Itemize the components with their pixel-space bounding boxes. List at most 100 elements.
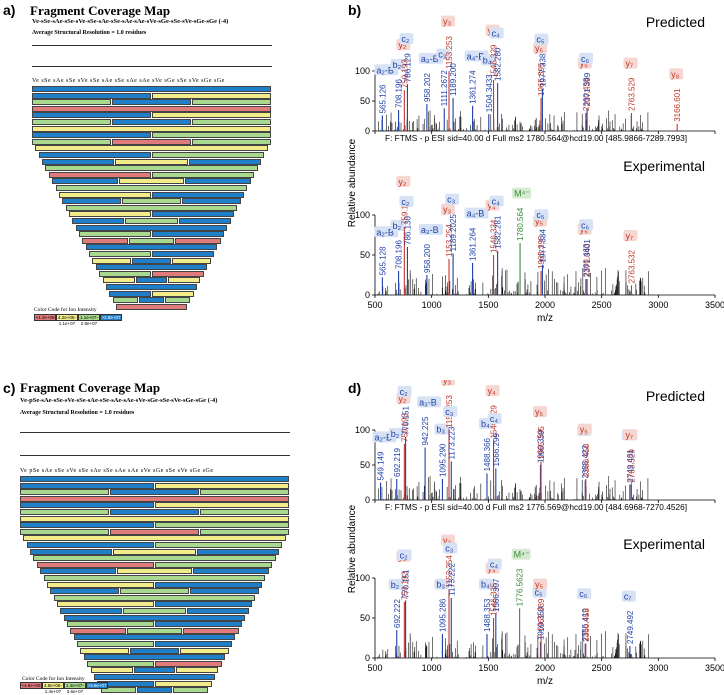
peak-mz-label: 2360.458 [582,77,591,111]
peak-mz-label: 786.129 [403,53,412,82]
scan-header: F: FTMS - p ESI sid=40.00 d Full ms2 178… [385,133,687,143]
panel-a-title: Fragment Coverage Map [30,3,171,18]
y-tick-label: 50 [360,460,370,470]
legend-swatch: >2.8e+07 [100,314,122,321]
ion-label-bg [623,57,638,69]
fragment-bar [48,171,151,178]
peak-mz-label: 1582.280 [494,47,503,81]
peak-mz-label: 1965.389 [537,598,546,632]
ion-label-bg [669,68,684,80]
peak-mz-label: 1977.334 [538,229,547,263]
peak-mz-label: 1153.254 [445,224,454,257]
ion-label: y₄ [488,386,497,396]
fragment-bar [83,654,226,661]
ion-label: c₂ [401,34,410,44]
ion-label-bg [621,590,636,602]
ion-label-bg [623,230,638,241]
fragment-bar [112,119,191,125]
ion-label: y₇ [625,231,633,241]
fragment-bar [155,601,253,608]
fragment-bar [33,555,276,562]
fragment-bar [20,489,109,496]
x-tick-label: 1500 [478,663,498,673]
fragment-bar [67,621,154,628]
ion-label: y₂ [398,40,407,50]
legend-swatch: <4.8e+06 [20,682,42,689]
panel-d: d) 0 50 100 549.149 a₂-B 692.219 b₂ 759.193 y₂ 77… [345,372,724,692]
fragment-bar [200,528,289,535]
ion-label-bg [533,42,548,54]
ion-label-bg [399,33,414,45]
peak-mz-label: 1965.395 [537,426,546,460]
fragment-bar [46,581,154,588]
fragment-bar [99,270,151,277]
fragment-bar [79,231,151,238]
peak-mz-label: 1173.222 [447,563,456,596]
peak-mz-label: 2355.422 [581,444,590,478]
ion-label: y₃ [443,17,452,27]
ion-label-bg [399,195,414,207]
peak-mz-label: 942.225 [421,416,430,445]
ion-label: c₆ [579,589,588,599]
ion-label: c₄ [490,560,499,570]
peak-mz-label: 2763.529 [627,77,636,111]
panel-a-color-code-title: Color Code for Ion Intensity [34,307,97,313]
panel-c: c) Fragment Coverage Map Ve-pSe-sAe-sSe-… [0,372,340,694]
ion-label: a₃-B [421,225,439,235]
peak-mz-label: 1546.334 [490,219,499,253]
fragment-bar [122,198,181,205]
peak-mz-label: 2360.463 [582,243,591,277]
ion-label: c₂ [401,197,410,207]
fragment-bar [112,99,191,106]
ion-label-bg [485,385,500,397]
ion-label: a₃-B [419,397,437,407]
fragment-bar [152,92,271,99]
fragment-bar [155,621,242,628]
x-tick-label: 500 [367,663,382,673]
peak-mz-label: 1488.353 [483,598,492,632]
peak-mz-label: 1361.274 [469,70,478,104]
ion-label: a₄-B [467,51,485,61]
ion-label: b₂ [393,221,402,231]
peak-mz-label: 1965.395 [537,235,546,269]
y-tick-label: 50 [360,96,370,106]
peak-mz-label: 692.222 [393,599,402,628]
ion-label: c₃ [445,544,454,554]
peak-mz-label: 2763.532 [627,249,636,283]
ion-label: y₃ [443,205,452,215]
panel-b: b) 0 50 100 565.126 a₂-B 708.196 b₂ 759.193 y₂ 78… [345,0,724,360]
fragment-bar [42,158,115,165]
fragment-bar [138,297,165,304]
peak-mz-label: 3166.601 [673,88,682,122]
y-tick-label: 100 [355,210,370,220]
fragment-bar [176,667,219,674]
legend-swatch: 4.2e+06-1.1e+07 [56,314,78,326]
fragment-bar [126,627,183,634]
ion-label-bg [417,396,442,408]
ion-label: y₇ [625,430,633,440]
fragment-bar [110,489,199,496]
ion-label-bg [443,406,458,418]
fragment-bar [152,270,204,277]
x-tick-label: 1000 [422,663,442,673]
fragment-bar [20,495,289,502]
panel-a: a) Fragment Coverage Map Ve-sSe-sAe-sSe-… [0,0,340,340]
fragment-bar [20,482,154,489]
legend-swatch: 1.1e+07-2.8e+07 [78,314,100,326]
fragment-bar [62,198,122,205]
peak-mz-label: 2360.458 [582,443,591,477]
fragment-bar [155,561,273,568]
peak-mz-label: 1488.366 [483,437,492,471]
peak-mz-label: 708.196 [395,240,404,269]
ion-label: M⁴⁻ [514,550,530,560]
fragment-bar [32,125,271,132]
fragment-bar [120,588,189,595]
ion-label: y₃ [443,536,452,546]
peak-mz-label: 2360.458 [582,608,591,642]
fragment-bar [152,112,271,119]
fragment-bar [133,667,176,674]
ion-label: b₂ [393,60,402,70]
y-tick-label: 0 [365,495,370,505]
